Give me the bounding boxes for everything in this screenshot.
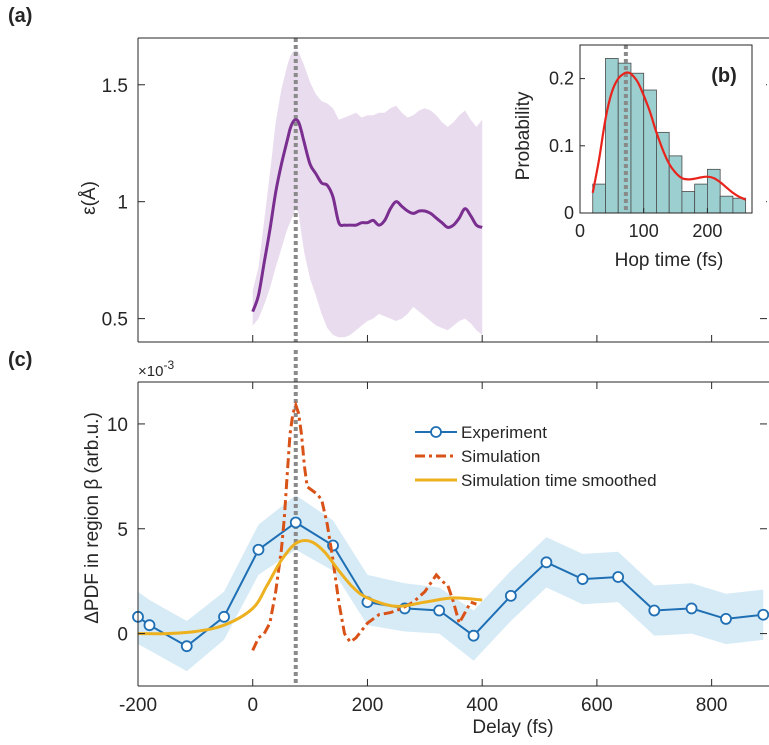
panel-b-ytick-label: 0	[564, 203, 574, 223]
simulation-line	[251, 400, 477, 652]
y-multiplier-base: ×10	[138, 363, 163, 380]
experiment-point	[685, 602, 698, 615]
panel-a-ytick-label: 1	[117, 193, 128, 214]
panel-b-ytick-label: 0.1	[549, 136, 574, 156]
histogram-bar	[694, 183, 708, 214]
experiment-point	[648, 604, 661, 617]
panel-c-xtick-label: -200	[119, 695, 157, 716]
panel-b-xlabel: Hop time (fs)	[615, 250, 724, 271]
legend-label: Simulation time smoothed	[461, 471, 657, 490]
experiment-point	[143, 619, 156, 632]
experiment-point	[720, 613, 732, 625]
histogram-fit-layer	[591, 71, 747, 201]
panel-c-xlabel: Delay (fs)	[472, 717, 553, 738]
panel-c-xtick-label: 200	[352, 695, 384, 716]
panel-b-inset: 0 100 200 0 0.1 0.2 (b) Probability Hop time …	[494, 42, 766, 303]
panel-a-ytick-label: 1.5	[102, 76, 128, 97]
panel-b-xtick-label: 100	[629, 221, 659, 241]
panel-b-xtick-label: 200	[692, 221, 722, 241]
histogram-bar	[732, 197, 747, 214]
experiment-point	[433, 604, 446, 617]
panel-c-ylabel: ΔPDF in region β (arb.u.)	[82, 412, 103, 624]
panel-b-ylabel: Probability	[513, 91, 534, 180]
panel-c-plot: -200 0 200 400 600 800 0 5 10 ×10-3 ΔPDF in regi…	[82, 341, 769, 738]
panel-c-series-layer	[132, 400, 769, 653]
histogram-fit-curve	[591, 71, 747, 201]
histogram-bar	[681, 191, 696, 214]
experiment-point	[504, 589, 517, 602]
panel-c-xtick-label: 0	[247, 695, 258, 716]
legend-label: Experiment	[461, 423, 547, 442]
panel-label-c: (c)	[8, 349, 32, 371]
experiment-point	[540, 556, 553, 569]
panel-b-ticks: 0 100 200 0 0.1 0.2	[549, 69, 722, 241]
experiment-point	[252, 543, 265, 556]
epsilon-band	[252, 49, 483, 338]
panel-label-a: (a)	[8, 5, 32, 27]
histogram-bar	[643, 89, 657, 214]
panel-c-xtick-label: 600	[581, 695, 613, 716]
panel-a-axes	[137, 37, 769, 342]
panel-label-b: (b)	[711, 65, 737, 87]
panel-c-xtick-label: 400	[466, 695, 498, 716]
panel-b-axes	[579, 44, 753, 214]
legend: Experiment Simulation Simulation time smoo…	[415, 423, 657, 490]
panel-c-ytick-label: 0	[117, 625, 128, 646]
smoothed-line	[137, 539, 483, 636]
panel-c-xtick-label: 800	[696, 695, 728, 716]
experiment-point	[289, 516, 302, 529]
experiment-point	[576, 573, 589, 585]
epsilon-line	[251, 118, 483, 313]
y-multiplier: ×10-3	[138, 358, 174, 380]
experiment-point	[467, 629, 480, 642]
panel-b-frame	[579, 44, 753, 214]
epsilon-band-layer	[252, 49, 483, 338]
legend-label: Simulation	[461, 447, 540, 466]
legend-marker	[430, 426, 442, 438]
panel-c-ytick-label: 10	[107, 415, 128, 436]
histogram-bar	[656, 131, 670, 214]
histogram-bar	[719, 195, 734, 214]
panel-c-ticks: -200 0 200 400 600 800 0 5 10	[107, 382, 767, 716]
panel-b-ytick-label: 0.2	[549, 69, 574, 89]
histogram-bar	[668, 155, 683, 214]
panel-c-ytick-label: 5	[117, 520, 128, 541]
experiment-point	[612, 571, 625, 583]
panel-b-xtick-label: 0	[575, 221, 585, 241]
epsilon-line-layer	[251, 118, 483, 313]
panel-a-ylabel: ε(Å)	[79, 181, 100, 215]
panel-a-plot: 0.5 1 1.5 ε(Å)	[79, 37, 769, 342]
panel-c-axes	[137, 341, 769, 687]
experiment-point	[218, 610, 230, 623]
histogram-bars	[592, 58, 747, 214]
experiment-band	[138, 495, 764, 672]
panel-a-ytick-label: 0.5	[102, 310, 128, 331]
experiment-band-layer	[138, 495, 764, 672]
experiment-point	[180, 640, 193, 653]
y-multiplier-exponent: -3	[163, 358, 174, 372]
histogram-bar	[630, 72, 645, 214]
experiment-point	[757, 608, 769, 621]
